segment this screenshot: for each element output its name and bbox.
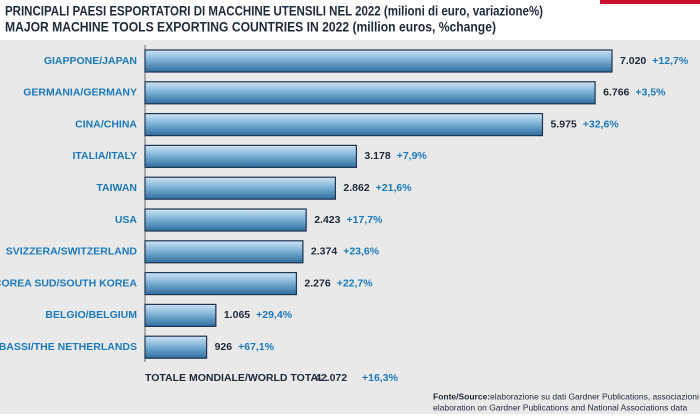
source-text: elaborazione su dati Gardner Publication… (490, 391, 700, 401)
source-label: Fonte/Source: (433, 391, 490, 401)
bar (144, 335, 208, 359)
change-label: +17,7% (346, 214, 383, 226)
category-label: GERMANIA/GERMANY (23, 87, 137, 99)
category-label: SVIZZERA/SWITZERLAND (6, 246, 138, 258)
bar (144, 272, 298, 296)
change-label: +22,7% (337, 277, 374, 289)
bar (144, 112, 544, 137)
bar (144, 144, 358, 168)
value-label: 2.374 (311, 246, 337, 258)
change-label: +29,4% (256, 309, 293, 321)
category-label: ITALIA/ITALY (72, 150, 137, 162)
total-change: +16,3% (362, 372, 399, 384)
bar (144, 303, 217, 327)
category-label: GIAPPONE/JAPAN (44, 55, 137, 67)
value-label: 6.766 (603, 87, 629, 99)
source-text: elaboration on Gardner Publications and … (433, 402, 687, 412)
bar (144, 176, 336, 200)
value-label: 3.178 (364, 150, 390, 162)
change-label: +21,6% (376, 182, 413, 194)
value-label: 2.423 (314, 214, 340, 226)
total-label: TOTALE MONDIALE/WORLD TOTAL: (145, 372, 328, 384)
category-label: COREA SUD/SOUTH KOREA (0, 277, 137, 289)
accent-stripe (600, 0, 700, 4)
category-label: CINA/CHINA (75, 118, 137, 130)
value-label: 2.276 (304, 277, 330, 289)
change-label: +32,6% (583, 118, 620, 130)
bar (144, 208, 307, 232)
bar (144, 49, 613, 73)
value-label: 5.975 (550, 118, 576, 130)
category-label: PAESI BASSI/THE NETHERLANDS (0, 341, 137, 353)
category-label: USA (115, 214, 138, 226)
category-label: BELGIO/BELGIUM (45, 309, 137, 321)
change-label: +7,9% (397, 150, 428, 162)
change-label: +67,1% (238, 341, 275, 353)
total-value: 42.072 (315, 372, 347, 384)
bar (144, 81, 596, 105)
value-label: 926 (215, 341, 233, 353)
header-band (0, 0, 700, 40)
value-label: 2.862 (343, 182, 369, 194)
category-label: TAIWAN (96, 182, 137, 194)
change-label: +23,6% (343, 246, 380, 258)
change-label: +3,5% (635, 87, 666, 99)
bar (144, 240, 304, 264)
value-label: 7.020 (620, 55, 646, 67)
value-label: 1.065 (224, 309, 250, 321)
chart-title: PRINCIPALI PAESI ESPORTATORI DI MACCHINE… (5, 4, 543, 19)
chart-subtitle: MAJOR MACHINE TOOLS EXPORTING COUNTRIES … (5, 20, 496, 35)
change-label: +12,7% (652, 55, 689, 67)
